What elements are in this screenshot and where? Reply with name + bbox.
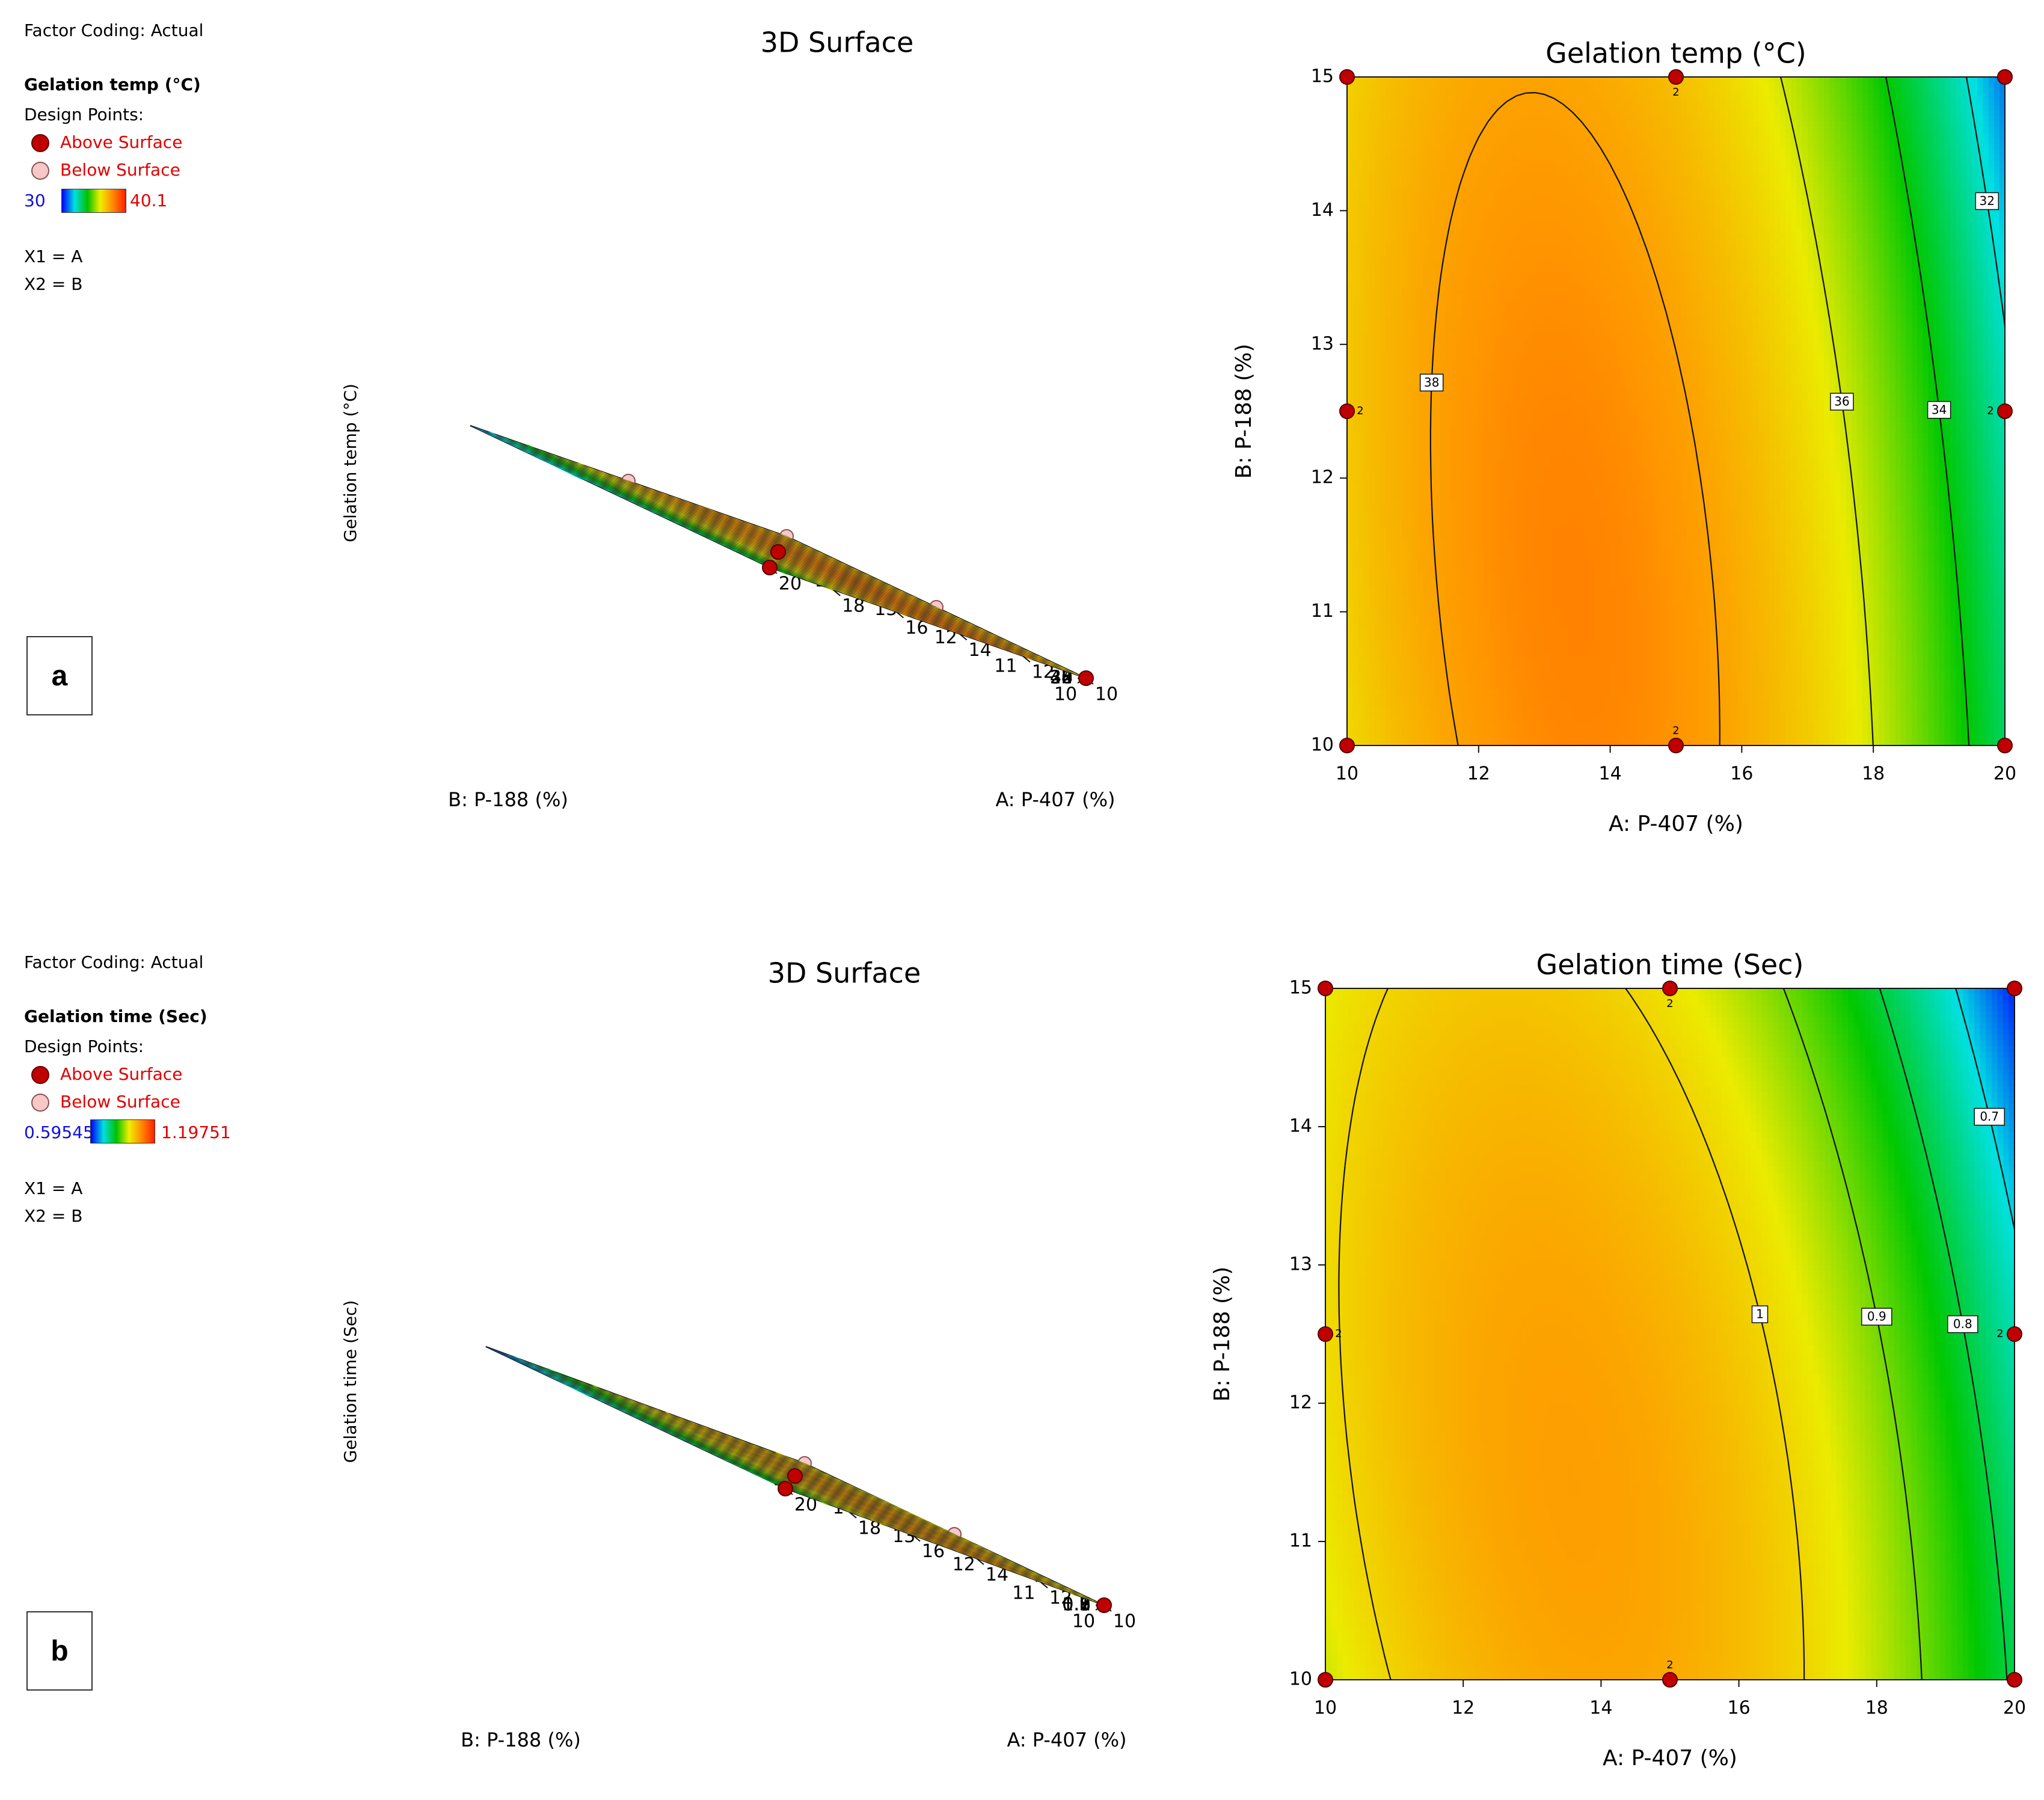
surface-b-surface-xlabel: A: P-407 (%): [1007, 1728, 1126, 1751]
contour-a-design-point: [1669, 70, 1683, 84]
contour-a-x-tick-label: 18: [1862, 764, 1885, 785]
surface-a-design-point-above: [763, 560, 777, 575]
surface-a-surface-ylabel: B: P-188 (%): [448, 788, 568, 811]
surface-a-surface-title: 3D Surface: [761, 26, 914, 59]
contour-a-replicate-count: 2: [1672, 86, 1679, 99]
contour-a-replicate-count: 2: [1987, 405, 1993, 417]
contour-a-y-tick-label: 15: [1311, 66, 1334, 87]
contour-a-contour-title: Gelation temp (°C): [1545, 37, 1806, 70]
surface-a-y-tick-label: 10: [1054, 684, 1077, 705]
surface-b-y-tick-label: 12: [953, 1554, 975, 1575]
surface-b-y-tick-label: 10: [1072, 1611, 1095, 1632]
contour-a-y-tick-label: 12: [1311, 467, 1334, 488]
contour-a-x-tick-label: 20: [1993, 764, 2016, 785]
surface-b-surface-title: 3D Surface: [768, 957, 921, 990]
contour-a-contour-label: 36: [1834, 394, 1849, 409]
contour-a-design-point: [1998, 738, 2012, 753]
contour-a-x-tick-label: 14: [1599, 764, 1622, 785]
surface-b-surface-plot: 3D Surface0.50.60.70.80.911.11.210121416…: [340, 957, 1136, 1752]
contour-a-contour-label: 38: [1424, 375, 1439, 390]
surface-a-surface-xlabel: A: P-407 (%): [995, 788, 1115, 811]
contour-a-contour-xlabel: A: P-407 (%): [1609, 812, 1743, 836]
surface-b-x-tick-label: 10: [1113, 1611, 1136, 1632]
contour-a-contour-plot: Gelation temp (°C) 32 34 36 38 10 12 14 16 18 20 10…: [1232, 37, 2016, 837]
surface-b-surface-zlabel: Gelation time (Sec): [340, 1300, 360, 1463]
contour-a-y-tick-label: 14: [1311, 200, 1334, 221]
contour-a-replicate-count: 2: [1672, 724, 1679, 737]
contour-a-x-tick-label: 10: [1336, 764, 1358, 785]
contour-a-design-point: [1340, 738, 1354, 753]
contour-a-design-point: [1340, 70, 1354, 84]
contour-a-x-tick-label: 16: [1730, 764, 1753, 785]
contour-a-design-point: [1669, 738, 1683, 753]
contour-a-design-point: [1998, 70, 2012, 84]
contour-a-x-tick-label: 12: [1467, 764, 1490, 785]
surface-a-design-point-above: [1079, 671, 1093, 685]
contour-a-y-tick-label: 10: [1311, 735, 1334, 756]
contour-a-y-tick-label: 11: [1311, 601, 1334, 622]
figure-canvas: 3D Surface283032343638404210121416182010…: [0, 0, 2044, 1800]
surface-a-x-tick-label: 10: [1095, 684, 1118, 705]
surface-a-y-tick-label: 11: [994, 655, 1017, 676]
surface-a-surface-zlabel: Gelation temp (°C): [340, 384, 360, 542]
surface-a-surface-plot: 3D Surface283032343638404210121416182010…: [340, 26, 1118, 812]
contour-a-contour-label: 34: [1932, 402, 1947, 417]
contour-a-contour-ylabel: B: P-188 (%): [1232, 344, 1256, 479]
surface-b-surface-ylabel: B: P-188 (%): [461, 1728, 581, 1751]
contour-a-design-point: [1340, 404, 1354, 418]
contour-a-contour-label: 32: [1980, 194, 1995, 208]
surface-b-y-tick-label: 11: [1012, 1582, 1035, 1603]
contour-a-design-point: [1998, 404, 2012, 418]
contour-a-y-tick-label: 13: [1311, 333, 1334, 354]
contour-a-replicate-count: 2: [1357, 405, 1363, 417]
surface-a-design-point-above: [771, 545, 785, 559]
contour-a-contour-heatmap: [1347, 77, 2006, 746]
